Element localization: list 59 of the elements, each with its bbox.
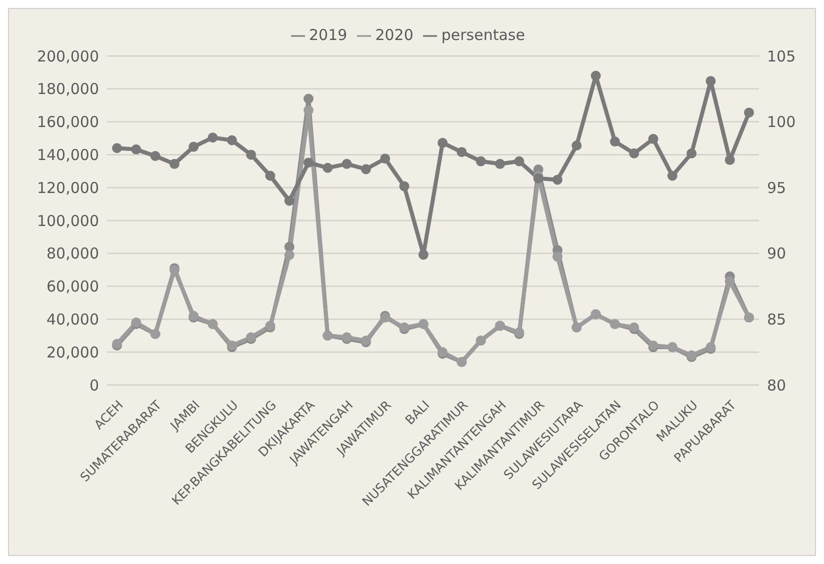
y-tick-label: 180,000 [36,80,99,98]
y-tick-label: 140,000 [36,146,99,164]
point [495,158,506,169]
y-tick-label: 160,000 [36,113,99,132]
y2-tick-label: 105 [767,47,796,66]
point [226,135,237,146]
y-tick-label: 80,000 [46,244,99,263]
point [744,108,754,118]
y-tick-label: 200,000 [36,47,99,66]
point [552,174,562,185]
point [284,250,294,260]
point [456,147,467,158]
y-tick-label: 120,000 [36,178,99,197]
point [304,94,314,104]
y2-tick-label: 90 [767,244,786,263]
point [112,143,122,154]
y2-tick-label: 100 [767,113,796,132]
point [304,105,314,116]
point [304,158,314,168]
y-tick-label: 20,000 [46,343,99,362]
y2-tick-label: 85 [767,310,786,329]
point [284,196,294,206]
y-tick-label: 40,000 [46,310,99,329]
point [150,151,160,162]
point [265,170,276,181]
point [246,150,256,160]
point [514,156,524,166]
point [648,134,658,144]
point [399,181,410,192]
point [590,70,601,81]
y-tick-label: 0 [89,376,99,394]
point [188,142,199,152]
point [284,242,294,252]
point [667,170,678,181]
point [208,132,218,143]
point [131,144,142,154]
point [572,140,582,150]
point [438,138,448,148]
point [360,164,371,174]
point [610,136,620,147]
point [169,158,180,169]
legend-label: 2019 [309,26,348,44]
point [380,154,390,164]
y2-tick-label: 95 [767,178,786,197]
point [724,276,735,286]
point [706,76,716,86]
legend-label: 2020 [375,26,414,44]
y-tick-label: 100,000 [36,212,99,230]
point [342,158,352,169]
point [322,162,333,173]
point [686,148,697,158]
point [629,148,640,158]
y2-tick-label: 80 [767,376,786,394]
point [418,250,428,260]
y-tick-label: 60,000 [46,278,99,296]
point [552,252,562,262]
legend-label: persentase [441,26,525,44]
point [724,154,735,165]
point [476,156,486,166]
